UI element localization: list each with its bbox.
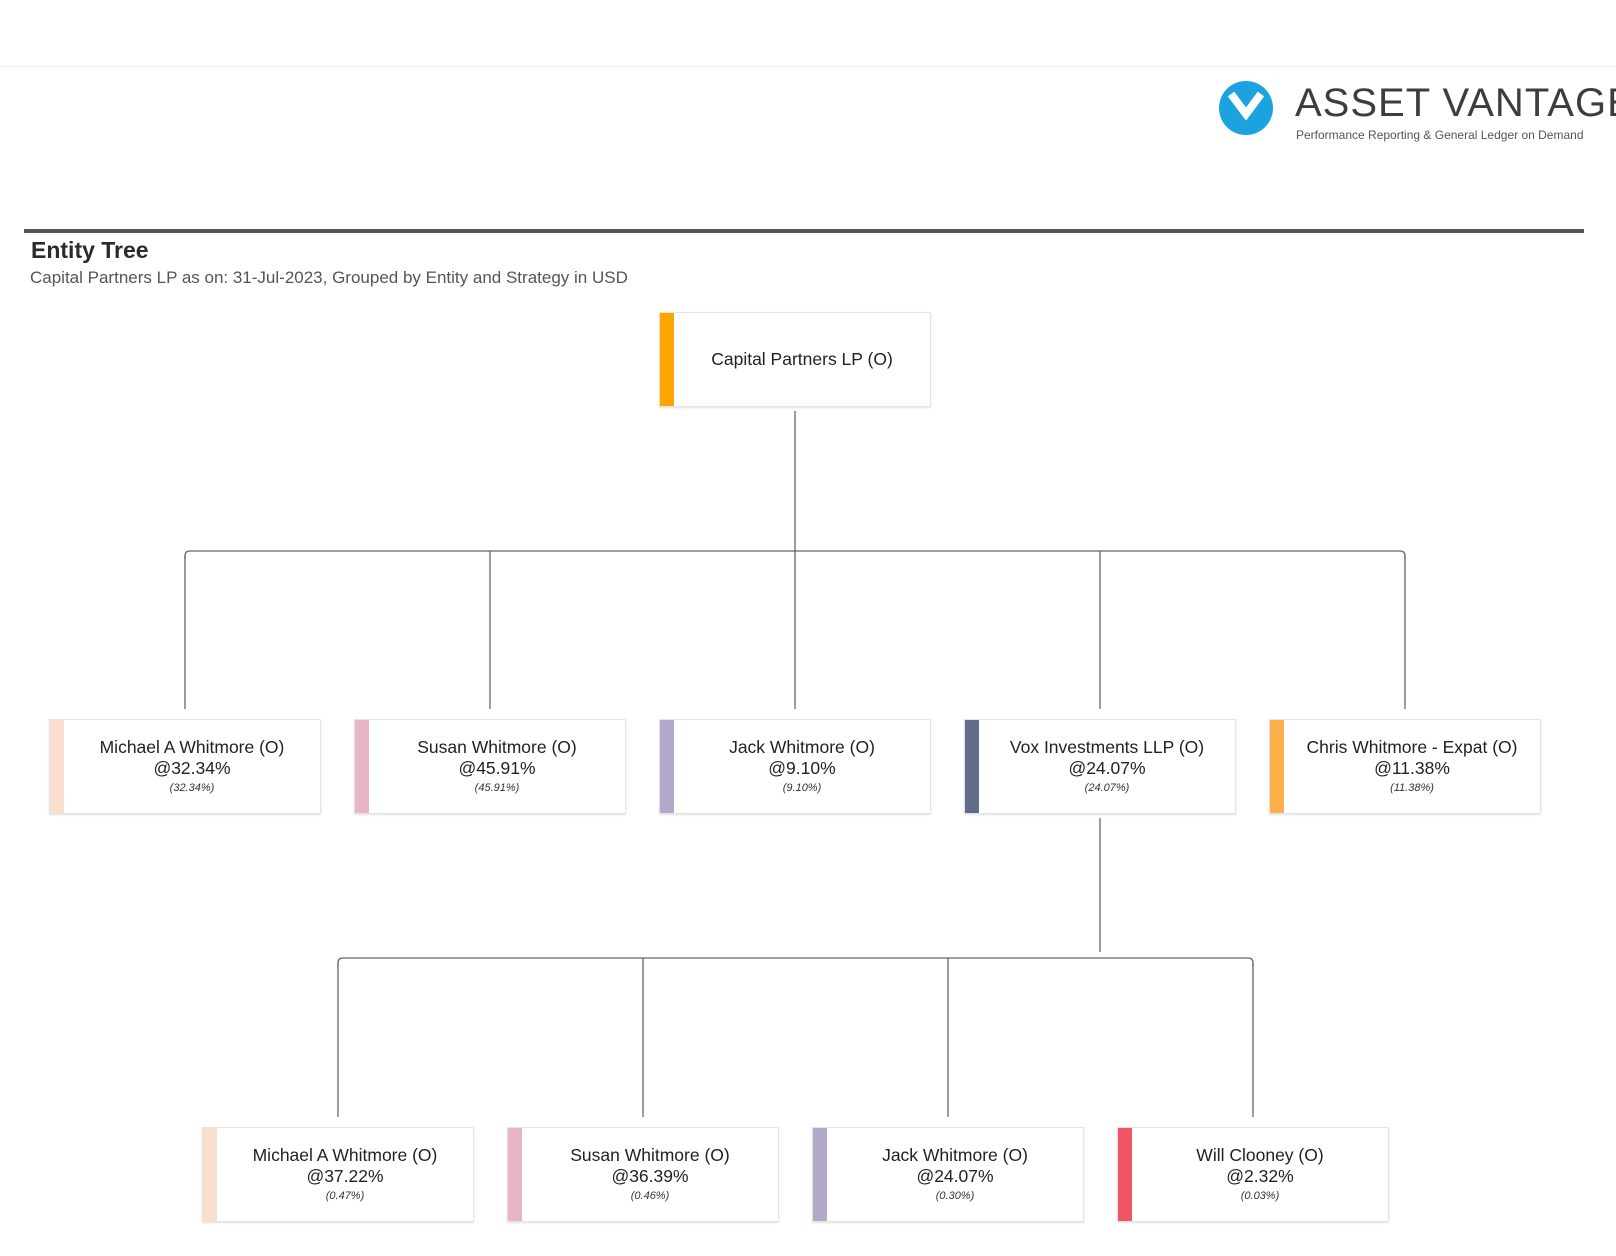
brand-tagline: Performance Reporting & General Ledger o… (1296, 128, 1584, 142)
entity-color-bar (813, 1128, 827, 1221)
page-title: Entity Tree (31, 237, 149, 263)
entity-name: Will Clooney (O) (1196, 1144, 1324, 1165)
entity-ownership: @37.22% (306, 1165, 384, 1186)
entity-ownership: @36.39% (611, 1165, 689, 1186)
entity-effective-ownership: (45.91%) (474, 781, 520, 794)
entity-effective-ownership: (0.46%) (630, 1189, 670, 1202)
entity-color-bar (660, 313, 674, 406)
entity-effective-ownership: (24.07%) (1084, 781, 1130, 794)
entity-color-bar (508, 1128, 522, 1221)
entity-ownership: @11.38% (1374, 757, 1450, 778)
page-subtitle: Capital Partners LP as on: 31-Jul-2023, … (30, 268, 628, 287)
brand-logo: ASSET VANTAGE Performance Reporting & Ge… (1218, 78, 1616, 142)
entity-ownership: @45.91% (458, 757, 536, 778)
entity-effective-ownership: (0.30%) (935, 1189, 975, 1202)
entity-node-jack-whitmore[interactable]: Jack Whitmore (O) @9.10% (9.10%) (659, 719, 931, 814)
entity-color-bar (355, 720, 369, 813)
entity-ownership: @24.07% (916, 1165, 994, 1186)
top-divider (0, 66, 1616, 67)
entity-name: Chris Whitmore - Expat (O) (1306, 736, 1518, 757)
entity-effective-ownership: (9.10%) (782, 781, 822, 794)
entity-name: Capital Partners LP (O) (711, 349, 893, 369)
entity-effective-ownership: (0.47%) (325, 1189, 365, 1202)
entity-node-vox-susan-whitmore[interactable]: Susan Whitmore (O) @36.39% (0.46%) (507, 1127, 779, 1222)
entity-node-root[interactable]: Capital Partners LP (O) (659, 312, 931, 407)
entity-name: Susan Whitmore (O) (417, 736, 577, 757)
entity-ownership: @9.10% (768, 757, 836, 778)
entity-color-bar (1270, 720, 1284, 813)
entity-name: Jack Whitmore (O) (882, 1144, 1028, 1165)
entity-node-will-clooney[interactable]: Will Clooney (O) @2.32% (0.03%) (1117, 1127, 1389, 1222)
connector-level2-bus (337, 957, 1254, 966)
entity-ownership: @24.07% (1068, 757, 1146, 778)
entity-node-susan-whitmore[interactable]: Susan Whitmore (O) @45.91% (45.91%) (354, 719, 626, 814)
entity-color-bar (50, 720, 64, 813)
entity-name: Michael A Whitmore (O) (99, 736, 285, 757)
entity-node-vox-jack-whitmore[interactable]: Jack Whitmore (O) @24.07% (0.30%) (812, 1127, 1084, 1222)
brand-name: ASSET VANTAGE (1295, 81, 1616, 125)
asset-vantage-logo-icon (1219, 81, 1273, 135)
entity-effective-ownership: (32.34%) (169, 781, 215, 794)
entity-name: Vox Investments LLP (O) (1009, 736, 1205, 757)
entity-color-bar (660, 720, 674, 813)
header-rule (24, 229, 1584, 233)
entity-ownership: @2.32% (1226, 1165, 1294, 1186)
entity-node-vox-michael-a-whitmore[interactable]: Michael A Whitmore (O) @37.22% (0.47%) (202, 1127, 474, 1222)
entity-color-bar (203, 1128, 217, 1221)
entity-node-vox-investments-llp[interactable]: Vox Investments LLP (O) @24.07% (24.07%) (964, 719, 1236, 814)
entity-node-michael-a-whitmore[interactable]: Michael A Whitmore (O) @32.34% (32.34%) (49, 719, 321, 814)
entity-node-chris-whitmore-expat[interactable]: Chris Whitmore - Expat (O) @11.38% (11.3… (1269, 719, 1541, 814)
entity-color-bar (965, 720, 979, 813)
entity-name: Jack Whitmore (O) (729, 736, 875, 757)
entity-color-bar (1118, 1128, 1132, 1221)
entity-ownership: @32.34% (153, 757, 231, 778)
entity-effective-ownership: (11.38%) (1390, 781, 1434, 794)
entity-effective-ownership: (0.03%) (1240, 1189, 1280, 1202)
entity-name: Michael A Whitmore (O) (252, 1144, 438, 1165)
entity-name: Susan Whitmore (O) (570, 1144, 730, 1165)
